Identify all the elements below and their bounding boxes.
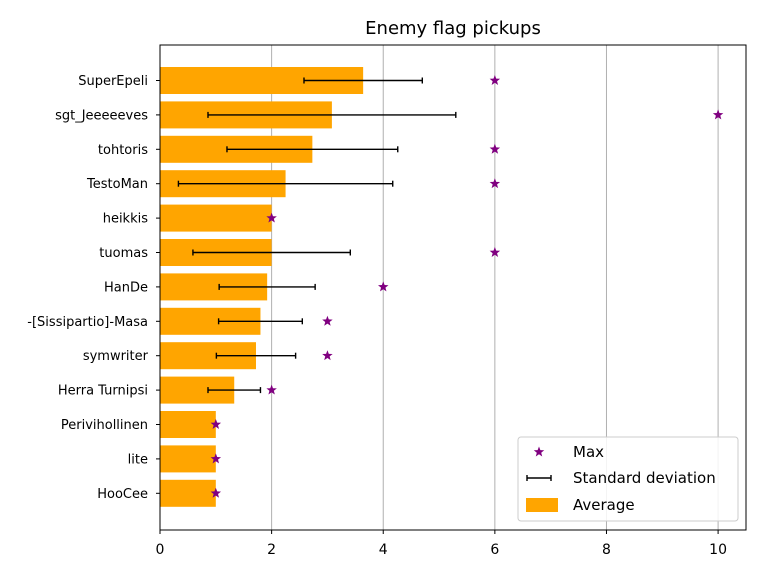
x-tick-label: 6 — [490, 542, 499, 558]
legend-star-swatch — [533, 446, 545, 457]
max-star-marker — [489, 178, 501, 189]
y-category-label: HooCee — [97, 487, 148, 502]
max-star-marker — [489, 143, 501, 154]
error-bars-group — [177, 77, 457, 394]
max-star-marker — [712, 109, 724, 120]
y-category-label: SuperEpeli — [78, 74, 148, 89]
max-star-marker — [210, 419, 222, 429]
legend-label: Max — [573, 443, 604, 461]
max-star-marker — [266, 212, 277, 223]
max-star-marker — [489, 75, 501, 85]
x-tick-label: 2 — [267, 542, 276, 558]
y-category-label: sgt_Jeeeeeves — [55, 108, 148, 123]
legend-bar-swatch — [526, 498, 558, 512]
max-star-marker — [322, 315, 333, 326]
x-tick-label: 8 — [602, 542, 611, 558]
y-category-label: tohtoris — [98, 143, 148, 158]
y-category-label: symwriter — [83, 349, 149, 364]
y-category-label: HanDe — [104, 280, 148, 295]
y-category-label: lite — [128, 452, 148, 467]
max-star-marker — [322, 350, 333, 361]
y-category-label: Perivihollinen — [61, 418, 148, 433]
y-category-label: -[Sissipartio]-Masa — [27, 315, 148, 330]
y-axis: SuperEpeli sgt_Jeeeeeves tohtoris TestoMan h… — [27, 74, 160, 502]
bar-average — [160, 445, 216, 473]
max-markers-group — [210, 75, 724, 498]
x-tick-label: 0 — [156, 542, 165, 558]
max-star-marker — [378, 281, 389, 292]
max-star-marker — [489, 247, 501, 257]
bar-average — [160, 411, 216, 438]
legend-box — [517, 436, 739, 522]
max-star-marker — [210, 487, 222, 498]
y-category-label: TestoMan — [86, 177, 148, 192]
plot-frame — [159, 44, 747, 531]
x-tick-label: 4 — [379, 542, 388, 558]
x-tick-label: 10 — [709, 542, 727, 558]
legend-label: Average — [573, 496, 635, 514]
legend: Max Standard deviation Average — [517, 436, 739, 522]
legend-label: Standard deviation — [573, 469, 716, 487]
x-axis: 0 2 4 6 8 10 — [156, 530, 727, 558]
bar-average — [160, 204, 272, 232]
y-category-label: heikkis — [103, 212, 149, 227]
max-star-marker — [210, 453, 222, 464]
max-star-marker — [266, 384, 277, 395]
bar-average — [160, 479, 216, 507]
y-category-label: Herra Turnipsi — [58, 384, 148, 399]
y-category-label: tuomas — [99, 246, 148, 261]
chart-title: Enemy flag pickups — [365, 18, 541, 39]
